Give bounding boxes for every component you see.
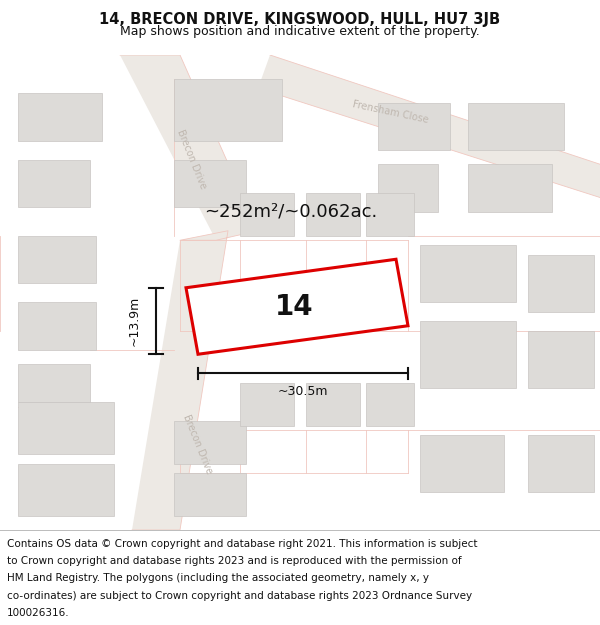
Text: 14, BRECON DRIVE, KINGSWOOD, HULL, HU7 3JB: 14, BRECON DRIVE, KINGSWOOD, HULL, HU7 3… (100, 12, 500, 27)
Bar (174, 79, 282, 141)
Bar (468, 164, 552, 212)
Bar (378, 102, 450, 150)
Polygon shape (120, 55, 258, 240)
Bar (306, 382, 360, 426)
Text: 14: 14 (275, 292, 313, 321)
Bar (306, 192, 360, 236)
Bar (240, 382, 294, 426)
Bar (18, 364, 90, 402)
Bar (174, 159, 246, 207)
Text: Frensham Close: Frensham Close (351, 99, 429, 125)
Bar (18, 302, 96, 349)
Text: 100026316.: 100026316. (7, 608, 70, 618)
Bar (366, 192, 414, 236)
Text: to Crown copyright and database rights 2023 and is reproduced with the permissio: to Crown copyright and database rights 2… (7, 556, 462, 566)
Polygon shape (132, 231, 228, 530)
Polygon shape (258, 55, 600, 198)
Text: ~252m²/~0.062ac.: ~252m²/~0.062ac. (204, 202, 377, 221)
Text: Brecon Drive: Brecon Drive (182, 413, 214, 476)
Text: Map shows position and indicative extent of the property.: Map shows position and indicative extent… (120, 26, 480, 39)
Bar (420, 321, 516, 388)
Bar (240, 192, 294, 236)
Bar (528, 331, 594, 388)
Bar (420, 245, 516, 302)
Polygon shape (186, 259, 408, 354)
Bar (18, 93, 102, 141)
Bar (420, 435, 504, 492)
Bar (174, 421, 246, 464)
Bar (174, 473, 246, 516)
Text: Contains OS data © Crown copyright and database right 2021. This information is : Contains OS data © Crown copyright and d… (7, 539, 478, 549)
Bar (378, 164, 438, 212)
Bar (366, 382, 414, 426)
Bar (528, 254, 594, 311)
Bar (468, 102, 564, 150)
Text: ~30.5m: ~30.5m (278, 385, 328, 398)
Bar (18, 402, 114, 454)
Text: ~13.9m: ~13.9m (128, 296, 141, 346)
Text: HM Land Registry. The polygons (including the associated geometry, namely x, y: HM Land Registry. The polygons (includin… (7, 573, 429, 583)
Bar (18, 464, 114, 516)
Bar (528, 435, 594, 492)
Bar (18, 159, 90, 207)
Bar (18, 236, 96, 283)
Text: co-ordinates) are subject to Crown copyright and database rights 2023 Ordnance S: co-ordinates) are subject to Crown copyr… (7, 591, 472, 601)
Text: Brecon Drive: Brecon Drive (176, 128, 208, 191)
